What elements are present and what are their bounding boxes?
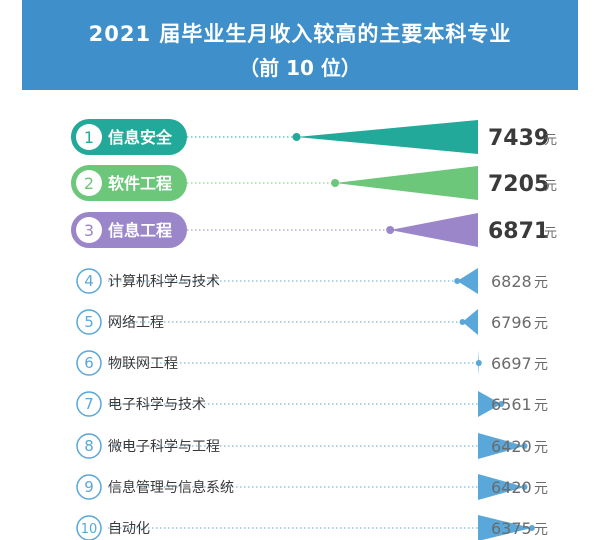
value-label: 6375 [491,519,532,538]
rank-number: 8 [84,437,94,455]
rank-badge [76,474,102,500]
bar [478,474,525,500]
value-label: 6796 [491,313,532,332]
unit-label: 元 [534,522,548,538]
category-label: 物联网工程 [108,356,178,372]
value-label: 6871 [488,219,549,244]
bar [457,268,478,294]
rank-pill [71,165,187,201]
chart-header: 2021 届毕业生月收入较高的主要本科专业 （前 10 位） [22,0,578,90]
bar [390,213,478,247]
value-label: 6828 [491,272,532,291]
bar [462,309,478,335]
bar [335,166,478,200]
category-label: 自动化 [108,521,150,537]
rank-number: 5 [84,313,94,331]
unit-label: 元 [534,357,548,373]
value-label: 6420 [491,437,532,456]
value-label: 7205 [488,172,549,197]
unit-label: 元 [544,133,557,148]
rank-number: 1 [84,128,94,147]
value-label: 7439 [488,126,549,151]
unit-label: 元 [544,226,557,241]
category-label: 网络工程 [108,315,164,331]
rank-number: 4 [84,272,94,290]
rank-badge [76,268,102,294]
rank-badge [76,124,102,150]
unit-label: 元 [534,316,548,332]
category-label: 微电子科学与工程 [108,439,220,455]
unit-label: 元 [534,398,548,414]
rank-badge [76,391,102,417]
rank-pill [71,212,187,248]
unit-label: 元 [544,179,557,194]
category-label: 信息工程 [108,221,172,240]
rank-badge [76,515,102,540]
rank-number: 2 [84,174,94,193]
value-label: 6697 [491,354,532,373]
chart-subtitle: （前 10 位） [239,56,361,80]
category-label: 信息管理与信息系统 [108,479,234,496]
rank-number: 9 [84,478,94,496]
rank-pill [71,119,187,155]
rank-number: 3 [84,221,94,240]
unit-label: 元 [534,275,548,291]
chart-title: 2021 届毕业生月收入较高的主要本科专业 [88,22,512,46]
bar [478,433,525,459]
bar [478,515,532,540]
value-label: 6420 [491,478,532,497]
bar [296,120,478,154]
rank-badge [76,170,102,196]
rank-badge [76,350,102,376]
bar [478,350,479,376]
unit-label: 元 [534,481,548,497]
rank-badge [76,309,102,335]
rank-badge [76,433,102,459]
category-label: 软件工程 [108,174,172,193]
value-label: 6561 [491,395,532,414]
unit-label: 元 [534,440,548,456]
bar [478,391,502,417]
category-label: 电子科学与技术 [108,397,206,413]
category-label: 信息安全 [108,128,173,147]
rank-number: 10 [81,522,98,537]
category-label: 计算机科学与技术 [108,274,220,290]
rank-number: 6 [84,354,94,372]
rank-number: 7 [84,395,94,413]
rank-badge [76,217,102,243]
